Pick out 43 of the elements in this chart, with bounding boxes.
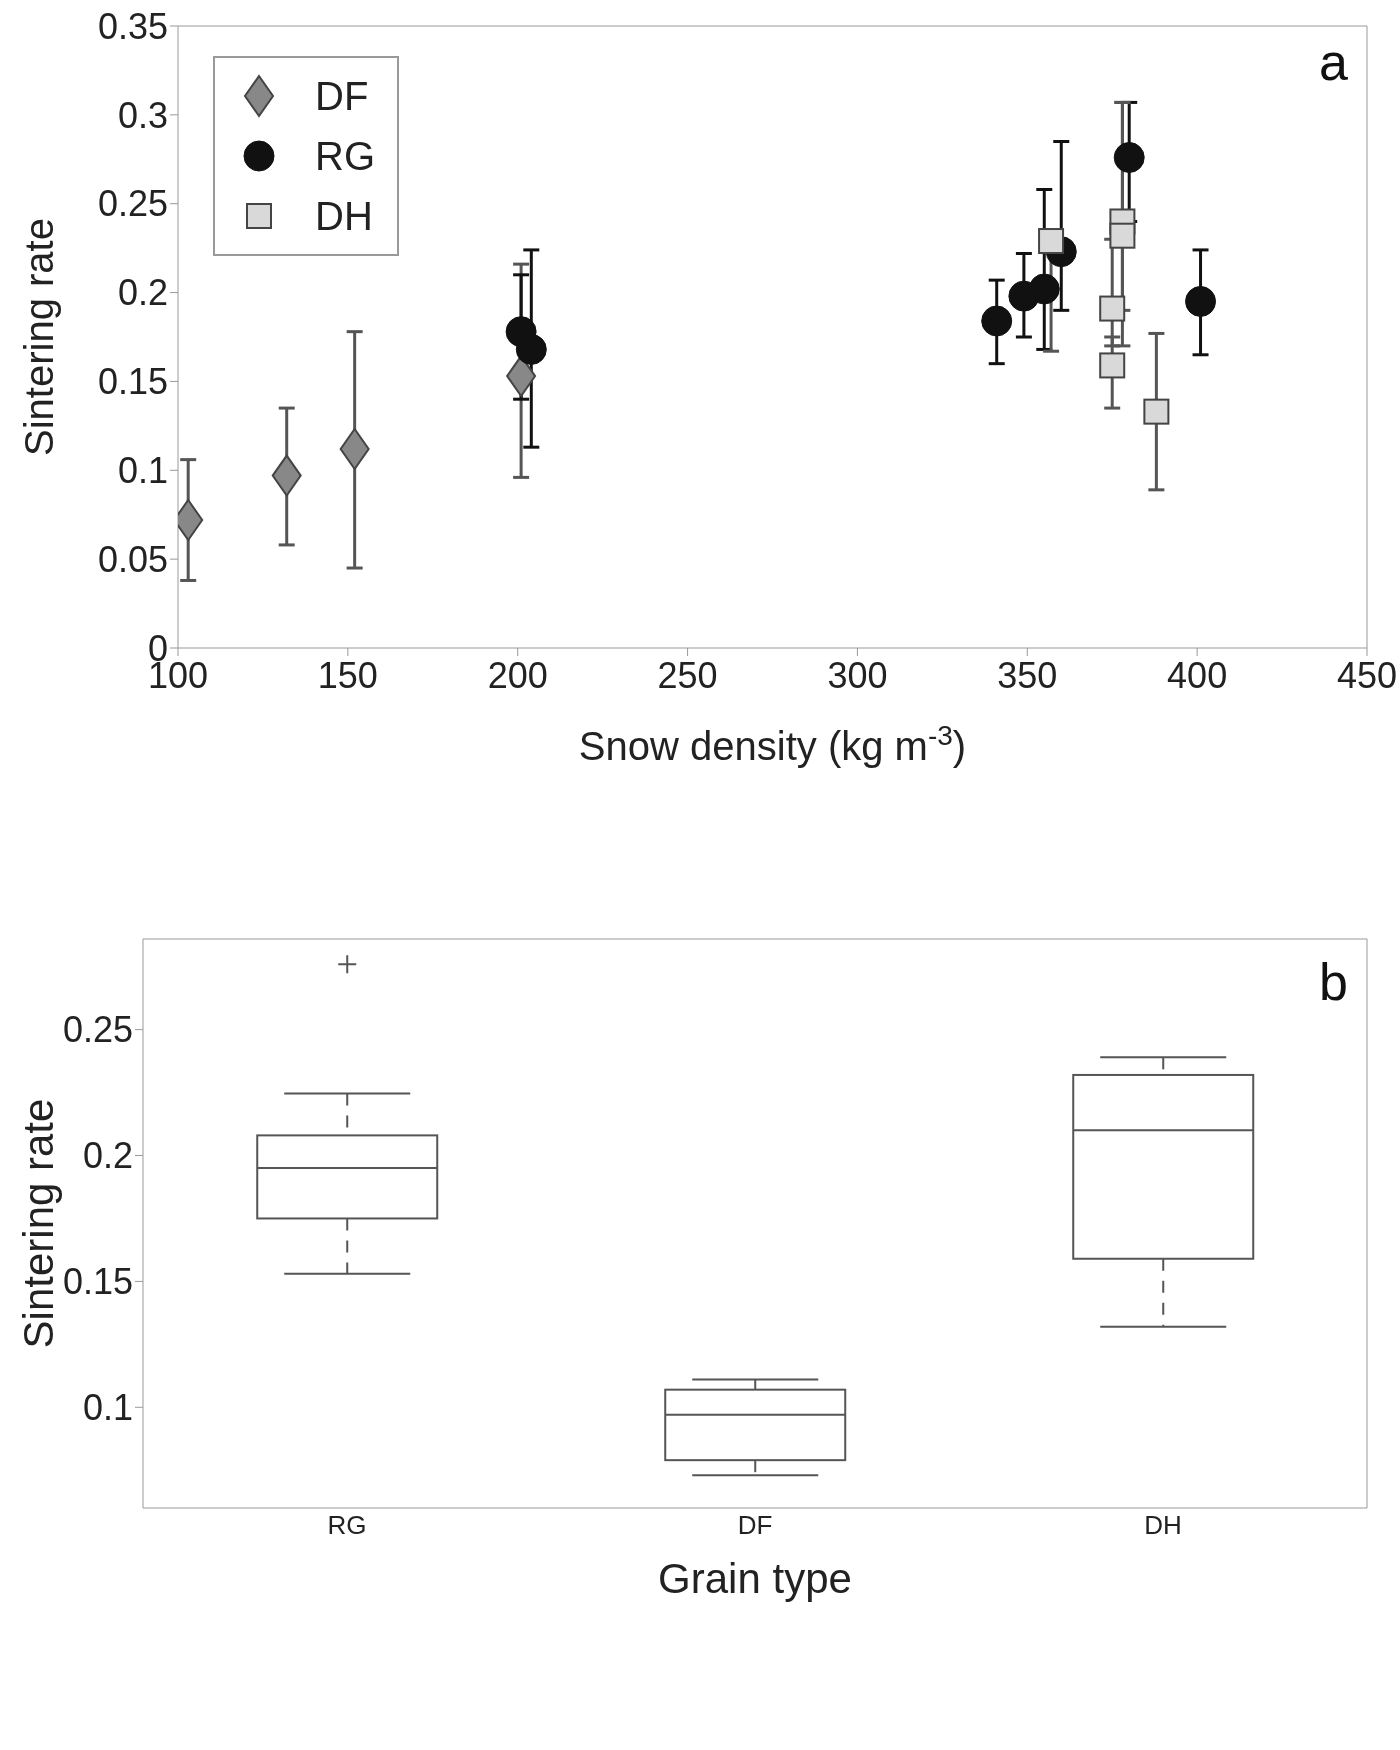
y-tick-label: 0.25 — [62, 1009, 133, 1051]
y-axis-title: Sintering rate — [15, 1098, 62, 1349]
annotation: b — [1319, 952, 1348, 1012]
x-axis-title: Snow density (kg m$^{-3}$) — [578, 719, 967, 768]
x-tick-label: 400 — [1167, 654, 1228, 696]
y-tick-label: 0.3 — [117, 94, 168, 136]
y-tick-label: 0.15 — [97, 361, 168, 403]
x-tick-label: 250 — [657, 654, 718, 696]
y-tick-label: 0.1 — [82, 1387, 133, 1429]
point — [339, 427, 370, 470]
point — [1109, 222, 1136, 249]
x-tick-label: DH — [1144, 1510, 1182, 1541]
x-axis-title: Grain type — [658, 1555, 852, 1602]
x-tick-label: 300 — [827, 654, 888, 696]
point — [981, 305, 1013, 337]
point — [515, 333, 547, 365]
point — [1143, 398, 1170, 425]
y-tick-label: 0.1 — [117, 450, 168, 492]
legend-label: DH — [315, 193, 373, 239]
y-tick-label: 0.25 — [97, 183, 168, 225]
x-tick-label: 350 — [997, 654, 1058, 696]
point — [1185, 285, 1217, 317]
point — [271, 454, 302, 497]
y-tick-label: 0.35 — [97, 5, 168, 47]
y-tick-label: 0.05 — [97, 538, 168, 580]
point — [1113, 142, 1145, 174]
point — [506, 355, 537, 398]
legend-label: RG — [315, 133, 375, 179]
x-tick-label: 150 — [317, 654, 378, 696]
point — [1028, 273, 1060, 305]
y-axis-title: Sintering rate — [17, 218, 61, 456]
x-tick-label: RG — [327, 1510, 367, 1541]
y-tick-label: 0.15 — [62, 1261, 133, 1303]
point — [1099, 352, 1126, 379]
annotation: a — [1319, 32, 1348, 92]
point — [1038, 228, 1065, 255]
legend-label: DF — [315, 73, 369, 119]
y-tick-label: 0.2 — [117, 272, 168, 314]
x-tick-label: 200 — [487, 654, 548, 696]
x-tick-label: 450 — [1336, 654, 1398, 696]
y-tick-label: 0.2 — [82, 1135, 133, 1177]
point — [1099, 295, 1126, 322]
x-tick-label: DF — [737, 1510, 773, 1541]
